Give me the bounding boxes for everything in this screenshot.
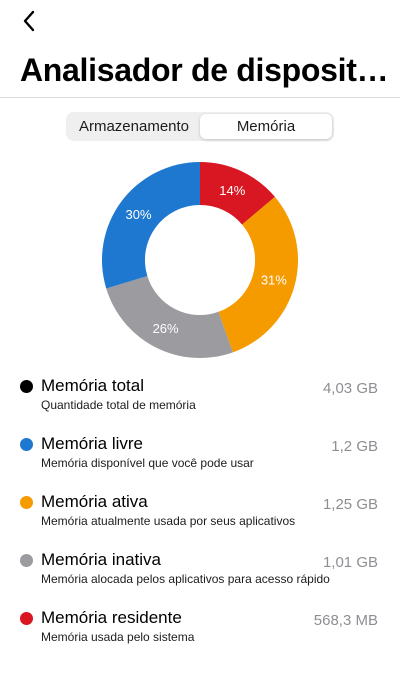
list-item-memoria-ativa: Memória ativa Memória atualmente usada p… [0, 488, 400, 546]
memory-list: Memória total Quantidade total de memóri… [0, 372, 400, 662]
donut-hole [145, 205, 255, 315]
donut-slice [101, 162, 200, 289]
item-subtitle: Memória atualmente usada por seus aplica… [41, 514, 296, 528]
item-value: 1,2 GB [331, 438, 378, 455]
back-button[interactable] [14, 6, 44, 36]
item-title: Memória ativa [41, 492, 148, 511]
item-title: Memória inativa [41, 550, 161, 569]
item-value: 568,3 MB [313, 612, 378, 629]
donut-slice [200, 162, 275, 225]
item-title: Memória total [41, 376, 144, 395]
tab-memoria[interactable]: Memória [200, 114, 332, 139]
list-item-memoria-livre: Memória livre Memória disponível que voc… [0, 430, 400, 488]
donut-slice-label: 31% [261, 272, 287, 287]
item-value: 1,25 GB [322, 496, 378, 513]
donut-slice-label: 26% [153, 321, 179, 336]
legend-dot [20, 380, 33, 393]
item-subtitle: Quantidade total de memória [41, 398, 196, 412]
legend-dot [20, 496, 33, 509]
header-divider [0, 97, 400, 98]
list-item-memoria-residente: Memória residente Memória usada pelo sis… [0, 604, 400, 662]
list-item-memoria-inativa: Memória inativa Memória alocada pelos ap… [0, 546, 400, 604]
chevron-left-icon [23, 10, 35, 32]
item-title: Memória residente [41, 608, 182, 627]
list-item-memoria-total: Memória total Quantidade total de memóri… [0, 372, 400, 430]
item-subtitle: Memória alocada pelos aplicativos para a… [41, 572, 330, 586]
legend-dot [20, 554, 33, 567]
item-value: 4,03 GB [322, 380, 378, 397]
segmented-control: Armazenamento Memória [66, 112, 334, 141]
legend-dot [20, 438, 33, 451]
donut-slice [106, 276, 233, 358]
item-subtitle: Memória disponível que você pode usar [41, 456, 254, 470]
item-subtitle: Memória usada pelo sistema [41, 630, 195, 644]
donut-slice-label: 14% [219, 183, 245, 198]
memory-donut-chart: 14% 31% 26% 30% [101, 162, 298, 358]
tab-armazenamento[interactable]: Armazenamento [78, 118, 190, 135]
donut-slice-label: 30% [126, 207, 152, 222]
donut-slice [218, 196, 298, 353]
page-title: Analisador de disposit… [20, 52, 389, 88]
legend-dot [20, 612, 33, 625]
item-title: Memória livre [41, 434, 144, 453]
item-value: 1,01 GB [322, 554, 378, 571]
